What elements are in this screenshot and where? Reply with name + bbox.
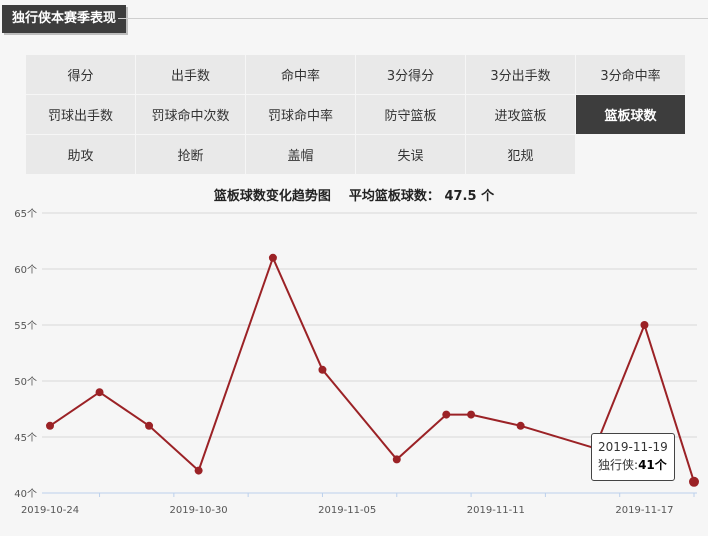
data-point (516, 421, 525, 430)
stat-tab[interactable]: 助攻 (26, 135, 136, 175)
stat-tab[interactable]: 出手数 (136, 55, 246, 95)
data-point (467, 410, 476, 419)
average-label: 平均篮板球数： (348, 189, 440, 204)
x-tick-label: 2019-10-24 (21, 505, 79, 516)
y-tick-label: 40个 (14, 488, 37, 500)
x-tick-label: 2019-10-30 (170, 505, 228, 516)
stat-tab[interactable]: 盖帽 (246, 135, 356, 175)
data-point (318, 365, 327, 374)
data-point (689, 476, 699, 487)
stat-tab[interactable]: 进攻篮板 (466, 95, 576, 135)
stat-tab[interactable]: 罚球命中次数 (136, 95, 246, 135)
section-header: 独行侠本赛季表现 (0, 0, 708, 34)
stat-tab[interactable]: 罚球命中率 (246, 95, 356, 135)
chart-title: 篮板球数变化趋势图 (213, 189, 331, 204)
data-point (194, 466, 203, 475)
data-point (640, 321, 649, 329)
data-point (442, 410, 451, 419)
y-tick-label: 60个 (14, 264, 37, 276)
data-point (145, 421, 154, 430)
header-divider (118, 18, 708, 19)
stat-tab[interactable]: 失误 (356, 135, 466, 175)
x-tick-label: 2019-11-11 (467, 505, 525, 516)
stat-tab[interactable]: 3分出手数 (466, 55, 576, 95)
y-tick-label: 50个 (14, 376, 37, 388)
stat-tab[interactable]: 抢断 (136, 135, 246, 175)
tooltip-value: 41个 (638, 458, 667, 472)
stat-tab[interactable]: 3分得分 (356, 55, 466, 95)
section-title: 独行侠本赛季表现 (2, 5, 127, 33)
stat-tab[interactable]: 犯规 (466, 135, 576, 175)
tooltip-value-line: 独行侠:41个 (598, 456, 668, 474)
data-point (95, 388, 104, 397)
x-tick-label: 2019-11-05 (318, 505, 376, 516)
data-point (46, 421, 54, 430)
stat-tab[interactable]: 命中率 (246, 55, 356, 95)
tooltip-date: 2019-11-19 (598, 440, 668, 454)
chart-heading: 篮板球数变化趋势图 平均篮板球数： 47.5 个 (0, 185, 708, 204)
average-value: 47.5 个 (444, 189, 495, 204)
data-point (268, 253, 277, 262)
data-point (392, 455, 401, 464)
y-tick-label: 45个 (14, 432, 37, 444)
tooltip-separator: : (634, 458, 639, 472)
stat-tab[interactable]: 防守篮板 (356, 95, 466, 135)
tooltip-team: 独行侠 (598, 458, 635, 472)
stat-tab[interactable]: 罚球出手数 (26, 95, 136, 135)
stat-tab-grid: 得分 出手数 命中率 3分得分 3分出手数 3分命中率罚球出手数 罚球命中次数 罚球命中率 防守… (26, 55, 686, 175)
y-tick-label: 65个 (14, 208, 37, 220)
stat-tab[interactable]: 篮板球数 (576, 95, 686, 135)
x-tick-label: 2019-11-17 (615, 505, 673, 516)
point-tooltip: 2019-11-19 独行侠:41个 (591, 433, 675, 481)
stat-tab[interactable]: 3分命中率 (576, 55, 686, 95)
y-tick-label: 55个 (14, 320, 37, 332)
stat-tab[interactable]: 得分 (26, 55, 136, 95)
